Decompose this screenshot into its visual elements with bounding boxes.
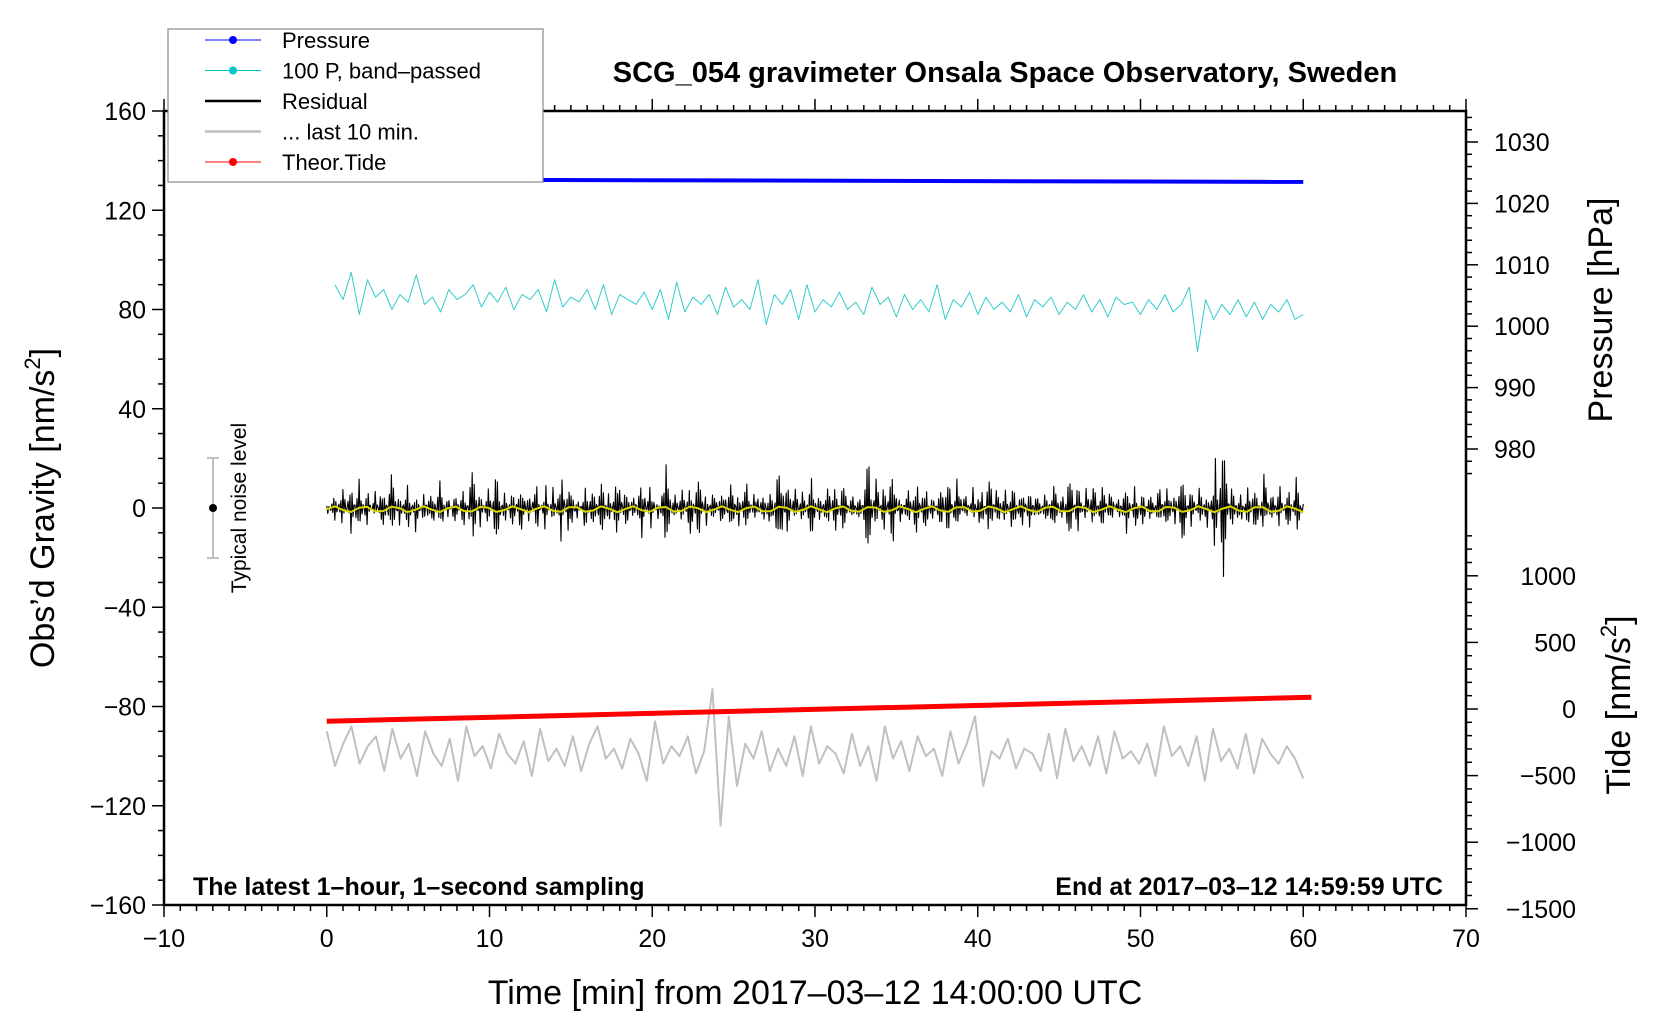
axes-layer: −10 0 10 20 30 40 50 60 7016012080400−40−80−120−… [90, 98, 1576, 953]
y-tick-label: 80 [118, 297, 146, 325]
legend-swatch-dot [229, 36, 237, 44]
tide-tick-label: 1000 [1520, 563, 1576, 591]
legend-item-3: ... last 10 min. [205, 120, 419, 145]
y-axis-label-pressure: Pressure [hPa] [1582, 198, 1620, 423]
residual-line [326, 457, 1304, 578]
x-tick-label: 40 [964, 925, 992, 953]
noise-center-dot [209, 504, 217, 512]
pressure-tick-label: 1020 [1494, 190, 1550, 218]
legend-item-4: Theor.Tide [205, 150, 386, 175]
y-tick-label: 160 [104, 98, 146, 126]
pressure-tick-label: 1010 [1494, 252, 1550, 280]
x-tick-label: 10 [476, 925, 504, 953]
y-tick-label: 0 [132, 495, 146, 523]
legend-item-1: 100 P, band–passed [205, 59, 481, 84]
legend-label: 100 P, band–passed [282, 59, 481, 84]
legend-box [167, 28, 544, 183]
x-tick-label: 30 [801, 925, 829, 953]
y-tick-label: −120 [90, 793, 146, 821]
y-tick-label: 40 [118, 396, 146, 424]
legend-label: ... last 10 min. [282, 120, 419, 145]
annotation-left: The latest 1–hour, 1–second sampling [193, 873, 645, 901]
tide-line [326, 694, 1312, 724]
last-10-min-line [325, 688, 1305, 827]
noise-level-indicator: Typical noise level [207, 423, 251, 593]
noise-label: Typical noise level [228, 423, 251, 593]
y-tick-label: −80 [104, 694, 146, 722]
tide-tick-label: −500 [1520, 763, 1576, 791]
legend-label: Pressure [282, 28, 370, 53]
series-layer [325, 177, 1312, 827]
legend: Pressure 100 P, band–passed Residual ... la… [167, 28, 544, 183]
tide-tick-label: −1000 [1506, 829, 1576, 857]
y-tick-label: −160 [90, 892, 146, 920]
legend-label: Theor.Tide [282, 150, 386, 175]
y-axis-label-tide: Tide [nm/s2] [1596, 615, 1638, 794]
x-tick-label: 50 [1127, 925, 1155, 953]
residual-smoothed-line [326, 505, 1304, 514]
pressure-tick-label: 1030 [1494, 129, 1550, 157]
chart-title: SCG_054 gravimeter Onsala Space Observat… [613, 57, 1397, 89]
pressure-tick-label: 990 [1494, 375, 1536, 403]
legend-item-0: Pressure [205, 28, 370, 53]
tide-tick-label: 0 [1562, 696, 1576, 724]
x-tick-label: 70 [1452, 925, 1480, 953]
annotation-right: End at 2017–03–12 14:59:59 UTC [1055, 873, 1443, 901]
bandpassed-pressure-line [334, 271, 1304, 353]
y-tick-label: 120 [104, 197, 146, 225]
tide-tick-label: −1500 [1506, 896, 1576, 924]
x-tick-label: 0 [320, 925, 334, 953]
x-tick-label: −10 [143, 925, 185, 953]
legend-swatch-dot [229, 158, 237, 166]
y-tick-label: −40 [104, 594, 146, 622]
y-axis-label-left: Obs’d Gravity [nm/s2] [20, 348, 62, 668]
legend-label: Residual [282, 89, 368, 114]
pressure-tick-label: 1000 [1494, 313, 1550, 341]
pressure-tick-label: 980 [1494, 436, 1536, 464]
x-axis-label: Time [min] from 2017–03–12 14:00:00 UTC [488, 974, 1143, 1012]
legend-swatch-dot [229, 66, 237, 75]
x-tick-label: 60 [1289, 925, 1317, 953]
legend-item-2: Residual [205, 89, 368, 114]
x-tick-label: 20 [638, 925, 666, 953]
tide-tick-label: 500 [1534, 629, 1576, 657]
